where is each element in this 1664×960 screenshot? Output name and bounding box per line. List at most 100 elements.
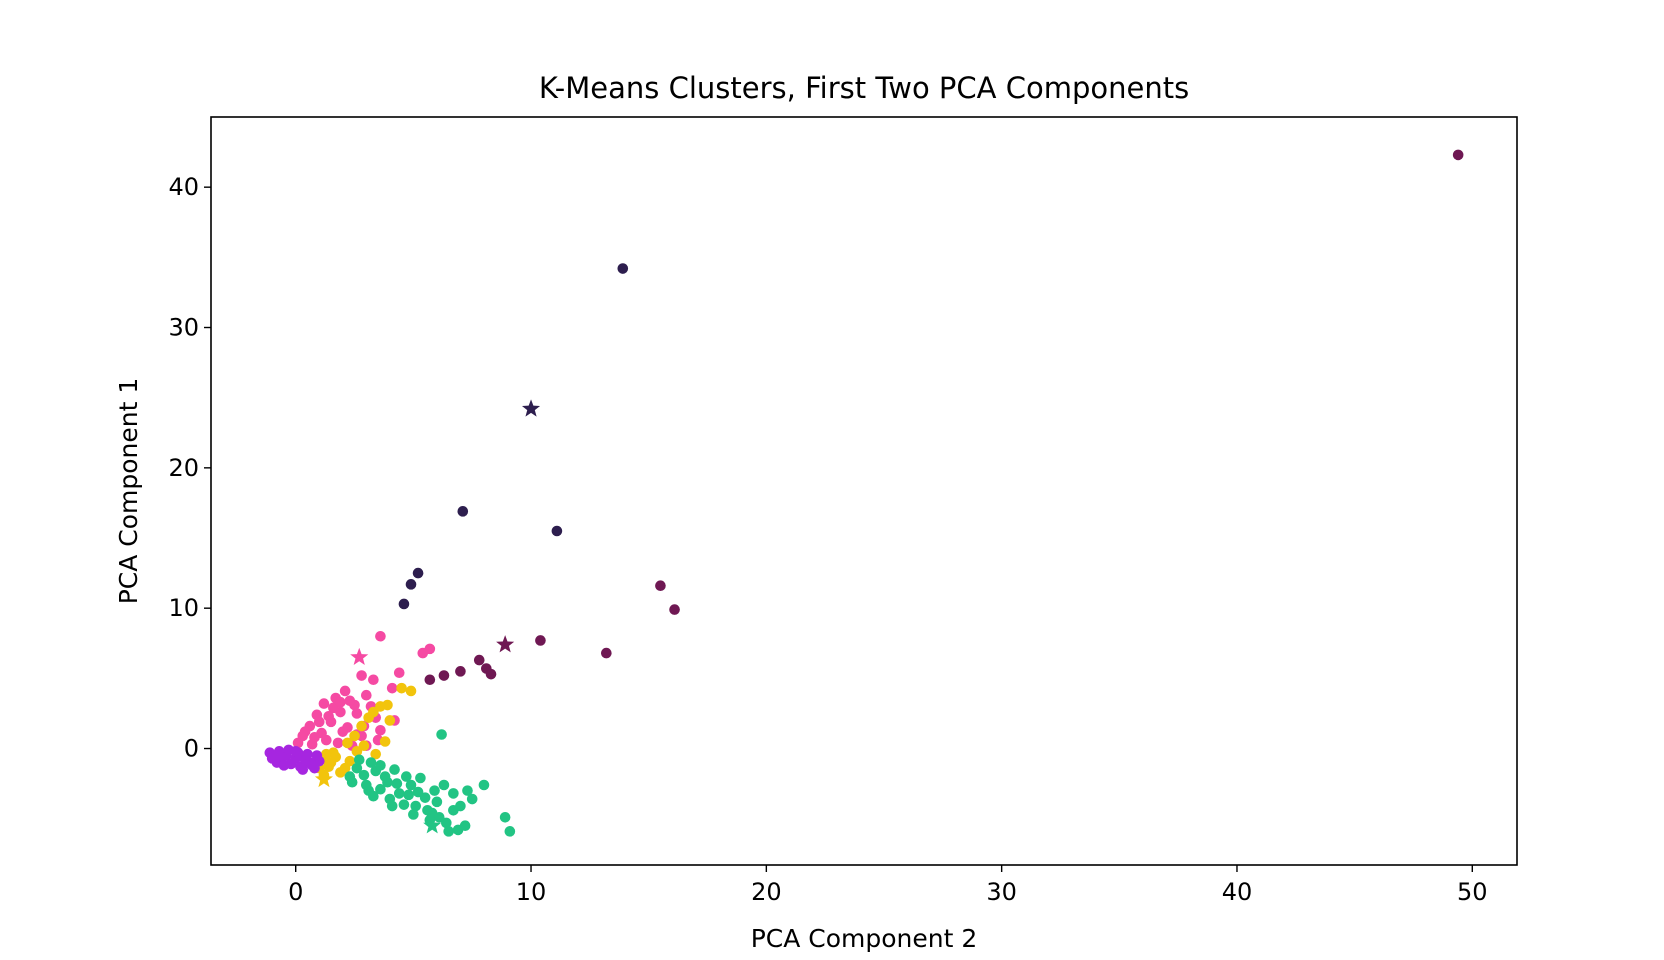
data-point <box>499 811 511 823</box>
data-point <box>551 525 563 537</box>
data-point <box>368 674 379 686</box>
plot-frame <box>210 116 1518 866</box>
data-point <box>473 654 485 666</box>
data-point <box>332 737 344 749</box>
data-point <box>292 737 304 749</box>
data-points <box>264 149 1464 837</box>
data-point <box>379 771 391 782</box>
data-point <box>323 710 334 722</box>
data-point <box>419 792 431 803</box>
cluster-series <box>424 149 1464 686</box>
data-point <box>358 769 370 781</box>
data-point <box>448 788 459 799</box>
data-point <box>339 685 351 697</box>
data-point <box>311 750 323 761</box>
x-tick-label: 50 <box>1457 878 1488 906</box>
data-point <box>669 604 680 615</box>
data-point <box>455 666 466 677</box>
data-point <box>363 712 374 723</box>
y-tick-label: 40 <box>168 173 199 201</box>
data-point <box>438 779 450 791</box>
data-point <box>344 695 356 707</box>
data-point <box>405 685 417 697</box>
data-point <box>462 785 473 796</box>
data-point <box>443 826 454 837</box>
data-point <box>321 734 332 746</box>
centroid-star <box>496 635 515 653</box>
data-point <box>382 699 393 711</box>
data-point <box>405 579 417 590</box>
data-point <box>535 635 546 646</box>
data-point <box>459 820 471 832</box>
cluster-series <box>344 729 516 837</box>
data-point <box>431 796 443 808</box>
data-point <box>1452 149 1464 161</box>
data-point <box>278 760 290 771</box>
data-point <box>356 670 367 681</box>
data-point <box>375 783 386 795</box>
data-point <box>325 757 337 768</box>
y-tick-label: 10 <box>168 594 199 622</box>
data-point <box>504 826 516 837</box>
data-point <box>429 785 440 796</box>
data-point <box>405 779 417 791</box>
data-point <box>412 567 424 579</box>
data-point <box>386 800 398 812</box>
y-axis-label: PCA Component 1 <box>114 378 143 605</box>
data-point <box>478 779 490 791</box>
data-point <box>297 764 309 775</box>
cluster-series <box>398 263 629 610</box>
data-point <box>328 702 339 714</box>
data-point <box>393 667 405 679</box>
x-tick-label: 30 <box>986 878 1017 906</box>
x-tick-label: 40 <box>1222 878 1253 906</box>
data-point <box>386 682 398 694</box>
data-point <box>368 790 379 802</box>
data-point <box>335 696 346 708</box>
data-point <box>302 748 313 760</box>
data-point <box>398 799 410 810</box>
data-point <box>306 760 318 771</box>
data-point <box>436 729 447 740</box>
data-point <box>410 800 422 812</box>
x-tick-label: 0 <box>288 878 303 906</box>
data-point <box>349 730 360 742</box>
data-point <box>356 720 367 732</box>
data-point <box>361 689 372 701</box>
centroid-star <box>270 746 289 764</box>
data-point <box>309 731 320 743</box>
data-point <box>408 809 419 820</box>
data-point <box>389 764 400 775</box>
data-point <box>424 674 436 686</box>
axis-ticks: 0 10 20 30 40 50 0 10 20 30 40 <box>168 173 1487 906</box>
data-point <box>393 788 405 799</box>
x-tick-label: 10 <box>516 878 547 906</box>
data-point <box>412 786 424 798</box>
data-point <box>655 580 666 592</box>
centroid-star <box>350 647 369 665</box>
data-point <box>321 748 332 760</box>
chart-title: K-Means Clusters, First Two PCA Componen… <box>539 71 1189 105</box>
data-point <box>379 736 391 747</box>
data-point <box>448 804 459 816</box>
data-point <box>375 724 386 736</box>
data-point <box>351 746 363 757</box>
data-point <box>415 772 426 784</box>
x-tick-label: 20 <box>751 878 782 906</box>
data-point <box>403 789 414 801</box>
data-point <box>290 746 302 757</box>
data-point <box>318 698 330 709</box>
data-point <box>370 748 382 760</box>
data-point <box>375 630 386 642</box>
centroid-star <box>423 816 442 834</box>
data-point <box>466 793 478 805</box>
data-point <box>353 754 365 766</box>
data-point <box>351 762 363 774</box>
data-point <box>346 776 358 788</box>
y-tick-label: 30 <box>168 314 199 342</box>
data-point <box>433 811 445 823</box>
centroid-star <box>521 399 541 417</box>
data-point <box>342 737 353 749</box>
